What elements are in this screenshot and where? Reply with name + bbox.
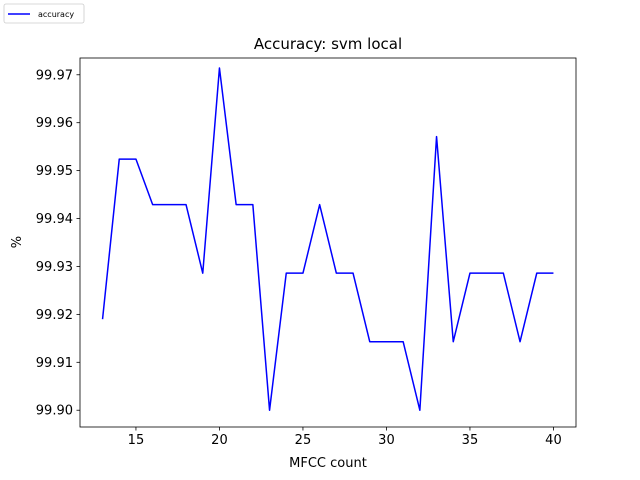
legend-box	[3, 3, 85, 24]
x-tick-label: 25	[295, 433, 312, 448]
series-line-accuracy	[101, 67, 554, 411]
x-tick-label: 40	[545, 433, 562, 448]
y-tick-label: 99.94	[36, 212, 73, 227]
y-tick-label: 99.96	[36, 116, 73, 131]
y-tick-label: 99.93	[36, 260, 73, 275]
legend: accuracy	[3, 3, 85, 24]
x-axis-label: MFCC count	[289, 456, 367, 471]
x-tick-label: 30	[378, 433, 395, 448]
y-axis-label: %	[10, 236, 25, 248]
legend-label: accuracy	[38, 10, 74, 19]
x-tick-label: 15	[128, 433, 145, 448]
x-tick-label: 20	[211, 433, 228, 448]
y-tick-label: 99.90	[36, 404, 73, 419]
y-axis-ticks: 99.90 99.91 99.92 99.93 99.94 99.95 99.96 99.97	[36, 68, 80, 419]
y-tick-label: 99.91	[36, 356, 73, 371]
y-tick-label: 99.92	[36, 308, 73, 323]
chart-title: Accuracy: svm local	[254, 35, 402, 53]
x-tick-label: 35	[462, 433, 479, 448]
x-axis-ticks: 15 20 25 30 35 40	[128, 427, 562, 448]
y-tick-label: 99.97	[36, 68, 73, 83]
plot-area	[79, 57, 577, 428]
y-tick-label: 99.95	[36, 164, 73, 179]
